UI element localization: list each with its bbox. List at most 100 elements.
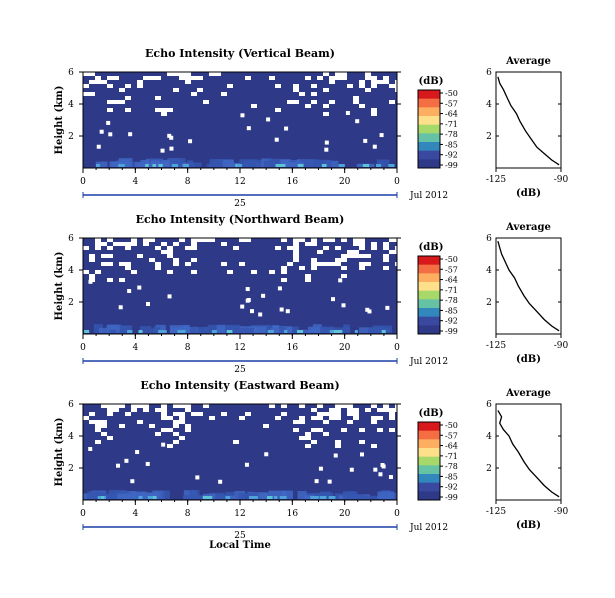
no-data-cell — [381, 464, 386, 469]
no-data-cell — [161, 412, 167, 416]
no-data-cell — [191, 270, 197, 274]
echo-cell — [315, 159, 332, 167]
no-data-cell — [244, 462, 249, 467]
echo-cell — [182, 330, 186, 333]
x-tick-label: 0 — [394, 343, 400, 353]
colorbar-tick-label: -92 — [445, 483, 458, 492]
average-x-tick-label: -90 — [554, 175, 569, 185]
echo-cell — [155, 324, 166, 333]
echo-cell — [236, 164, 243, 167]
no-data-cell — [167, 294, 172, 299]
echo-cell — [171, 164, 179, 167]
no-data-cell — [89, 258, 95, 262]
no-data-cell — [131, 408, 137, 412]
no-data-cell — [239, 262, 245, 266]
no-data-cell — [83, 246, 89, 250]
no-data-cell — [83, 92, 89, 96]
average-frame — [495, 71, 562, 169]
colorbar-segment — [418, 159, 440, 169]
no-data-cell — [371, 76, 377, 80]
echo-cell — [354, 330, 358, 333]
average-profile-line — [497, 410, 560, 498]
echo-cell — [95, 164, 100, 167]
no-data-cell — [221, 92, 227, 96]
no-data-cell — [173, 424, 179, 428]
echo-cell — [211, 330, 217, 333]
no-data-cell — [128, 132, 133, 137]
no-data-cell — [119, 242, 125, 246]
no-data-cell — [347, 84, 353, 88]
no-data-cell — [89, 254, 95, 258]
no-data-cell — [113, 408, 119, 412]
no-data-cell — [269, 270, 275, 274]
no-data-cell — [323, 412, 329, 416]
no-data-cell — [130, 479, 135, 484]
echo-cell — [158, 164, 163, 167]
no-data-cell — [161, 112, 167, 116]
echo-cell — [237, 327, 255, 333]
echo-cell — [187, 160, 194, 167]
no-data-cell — [383, 258, 389, 262]
panel-title: Echo Intensity (Eastward Beam) — [140, 379, 339, 392]
colorbar-unit: (dB) — [419, 76, 444, 87]
no-data-cell — [191, 412, 197, 416]
no-data-cell — [299, 92, 305, 96]
echo-cell — [134, 162, 154, 167]
no-data-cell — [113, 76, 119, 80]
no-data-cell — [341, 258, 347, 262]
no-data-cell — [323, 262, 329, 266]
no-data-cell — [277, 286, 282, 291]
average-profile-line — [497, 76, 560, 166]
no-data-cell — [395, 88, 401, 92]
no-data-cell — [317, 416, 323, 420]
no-data-cell — [281, 278, 287, 282]
colorbar-tick-label: -78 — [445, 296, 458, 305]
no-data-cell — [395, 238, 401, 242]
echo-cell — [189, 490, 200, 499]
no-data-cell — [179, 238, 185, 242]
colorbar-segment — [418, 316, 440, 326]
echo-cell — [301, 329, 320, 333]
no-data-cell — [149, 238, 155, 242]
no-data-cell — [149, 258, 155, 262]
no-data-cell — [311, 408, 317, 412]
no-data-cell — [95, 242, 101, 246]
echo-cell — [182, 164, 189, 167]
no-data-cell — [101, 432, 107, 436]
no-data-cell — [359, 428, 365, 432]
x-tick-label: 0 — [394, 509, 400, 519]
echo-cell — [119, 164, 125, 167]
no-data-cell — [323, 88, 329, 92]
no-data-cell — [335, 76, 341, 80]
no-data-cell — [107, 408, 113, 412]
colorbar-segment — [418, 422, 440, 432]
echo-cell — [375, 164, 382, 167]
no-data-cell — [89, 412, 95, 416]
no-data-cell — [116, 463, 121, 468]
x-tick-label: 16 — [287, 509, 299, 519]
echo-cell — [322, 327, 335, 333]
y-axis-label: Height (km) — [54, 86, 65, 155]
colorbar-segment — [418, 107, 440, 117]
echo-cell — [152, 164, 157, 167]
no-data-cell — [353, 416, 359, 420]
no-data-cell — [167, 270, 173, 274]
echo-cell — [226, 330, 233, 333]
no-data-cell — [218, 479, 223, 484]
no-data-cell — [191, 258, 197, 262]
no-data-cell — [281, 266, 287, 270]
no-data-cell — [359, 80, 365, 84]
no-data-cell — [323, 432, 329, 436]
echo-cell — [95, 161, 108, 167]
echo-cell — [206, 163, 219, 167]
no-data-cell — [215, 72, 221, 76]
no-data-cell — [167, 444, 173, 448]
no-data-cell — [127, 289, 132, 294]
no-data-cell — [245, 76, 251, 80]
no-data-cell — [395, 408, 401, 412]
no-data-cell — [335, 404, 341, 408]
no-data-cell — [89, 420, 95, 424]
colorbar-segment — [418, 124, 440, 134]
no-data-cell — [203, 404, 209, 408]
no-data-cell — [191, 242, 197, 246]
